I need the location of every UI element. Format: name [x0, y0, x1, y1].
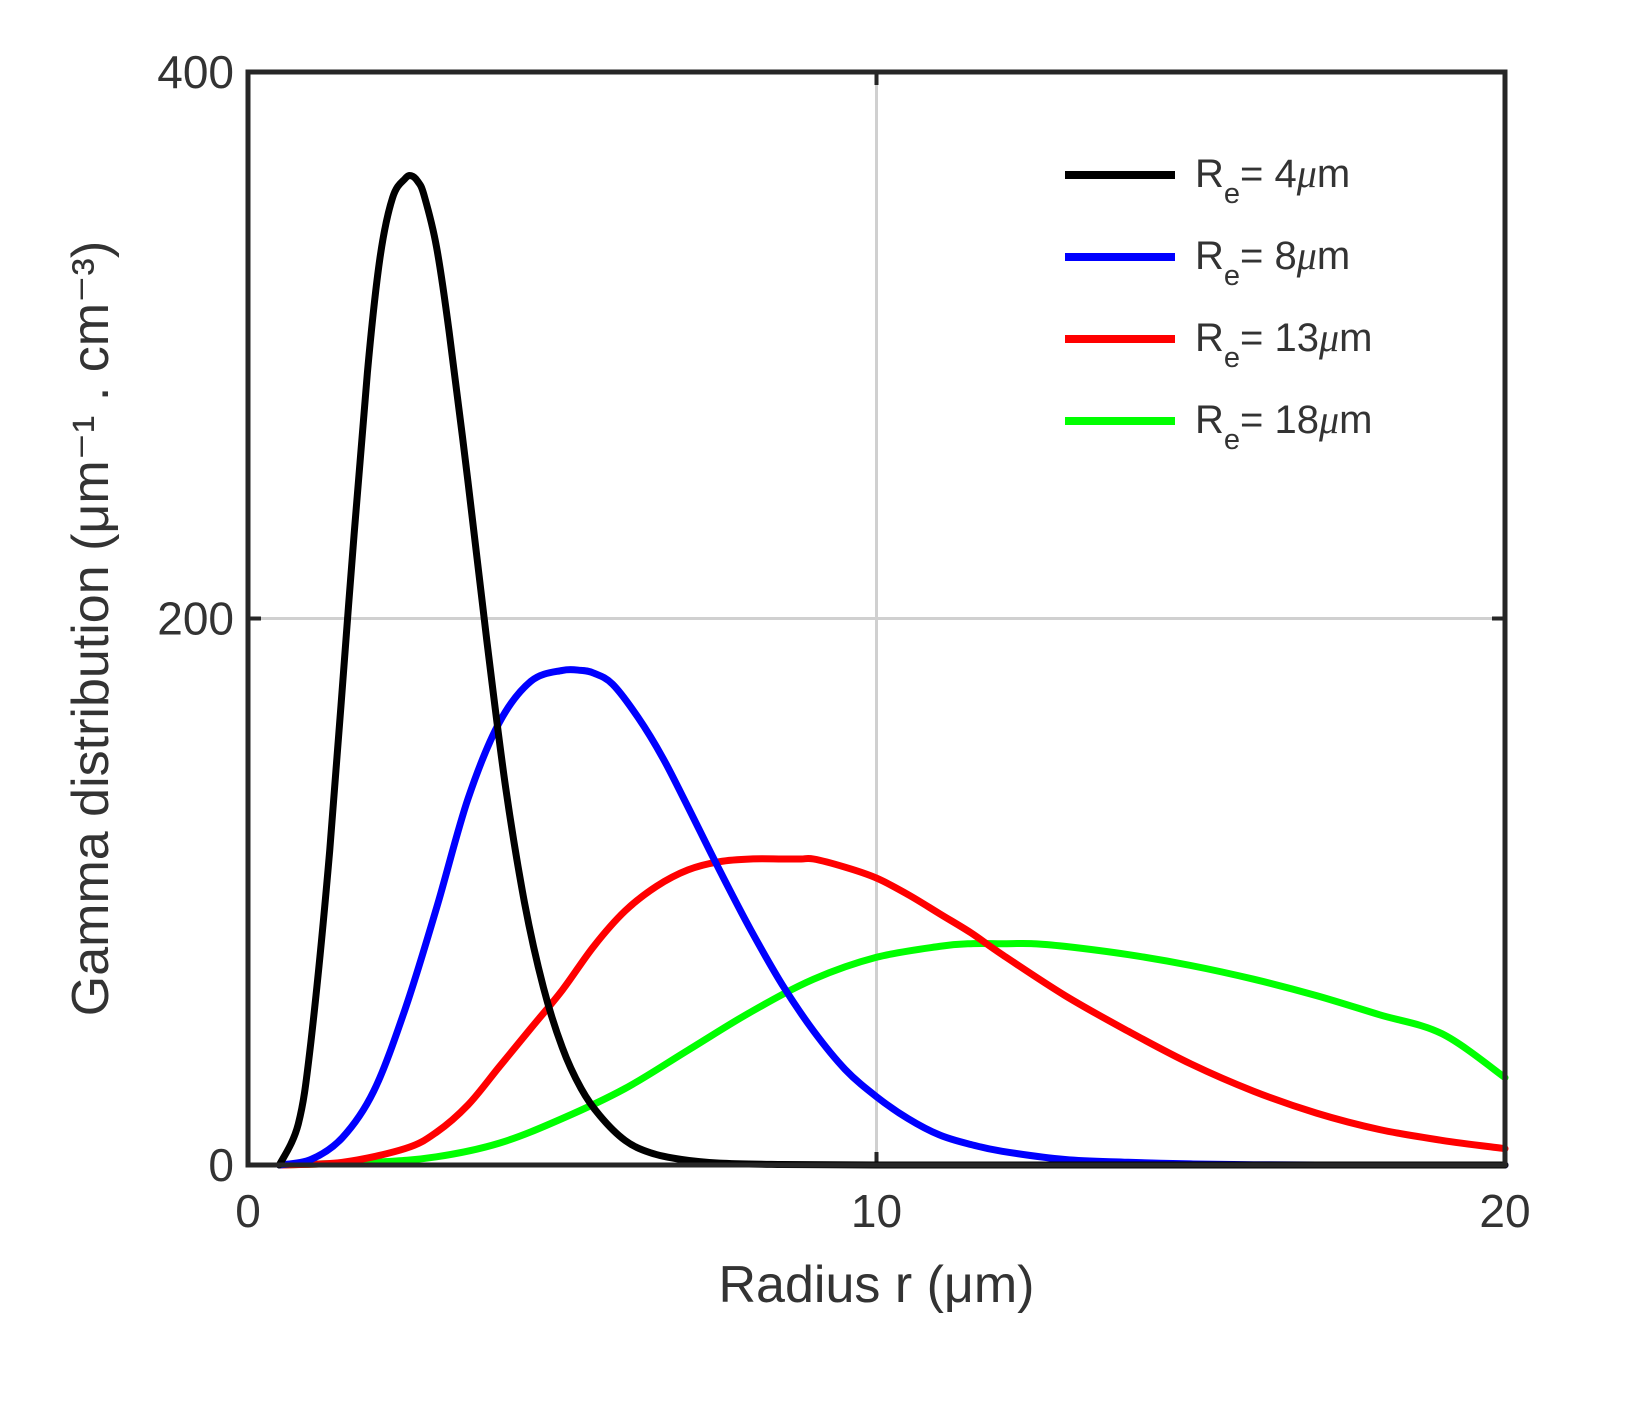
y-axis-label: Gamma distribution (μm⁻¹ . cm⁻³)	[62, 241, 120, 1016]
legend: Re= 4μm Re= 8μm Re= 13μm Re= 18μm	[1065, 151, 1372, 456]
series-line-re-18um	[275, 939, 1509, 1169]
x-tick-label-0: 0	[235, 1185, 261, 1237]
y-tick-label-1: 200	[157, 593, 234, 645]
series-line-re-13um	[275, 854, 1509, 1169]
legend-label: Re= 8μm	[1195, 233, 1350, 292]
plot-frame	[245, 69, 1508, 1168]
x-axis-label: Radius r (μm)	[719, 1256, 1035, 1314]
legend-item-re-13um: Re= 13μm	[1065, 315, 1372, 374]
legend-label: Re= 13μm	[1195, 315, 1372, 374]
series-line-re-8um	[275, 666, 1509, 1169]
y-tick-label-2: 400	[157, 46, 234, 98]
legend-item-re-4um: Re= 4μm	[1065, 151, 1350, 210]
y-tick-label-0: 0	[208, 1139, 234, 1191]
x-tick-label-2: 20	[1479, 1185, 1530, 1237]
legend-item-re-8um: Re= 8μm	[1065, 233, 1350, 292]
x-tick-label-1: 10	[851, 1185, 902, 1237]
legend-label: Re= 18μm	[1195, 397, 1372, 456]
legend-item-re-18um: Re= 18μm	[1065, 397, 1372, 456]
legend-label: Re= 4μm	[1195, 151, 1350, 210]
